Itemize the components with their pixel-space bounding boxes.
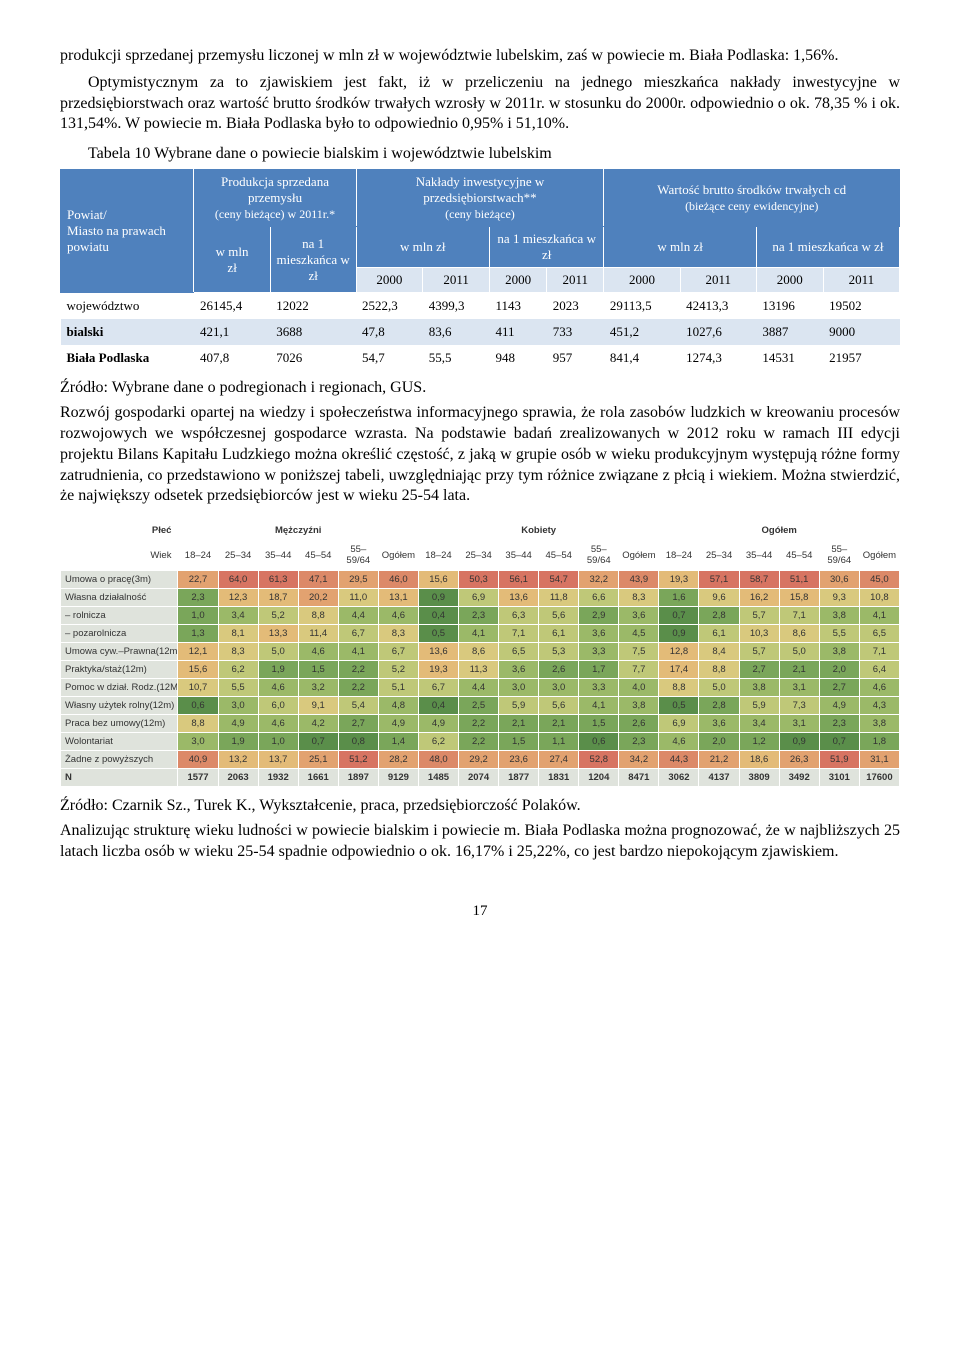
table-2-heatmap: PłećMężczyźniKobietyOgółemWiek18–2425–34… <box>60 521 900 787</box>
table1-source: Źródło: Wybrane dane o podregionach i re… <box>60 379 900 397</box>
paragraph-4: Analizując strukturę wieku ludności w po… <box>60 821 900 863</box>
table1-caption: Tabela 10 Wybrane dane o powiecie bialsk… <box>88 145 900 163</box>
paragraph-2: Optymistycznym za to zjawiskiem jest fak… <box>60 73 900 135</box>
paragraph-3: Rozwój gospodarki opartej na wiedzy i sp… <box>60 403 900 507</box>
table2-source: Źródło: Czarnik Sz., Turek K., Wykształc… <box>60 797 900 815</box>
paragraph-1: produkcji sprzedanej przemysłu liczonej … <box>60 46 900 67</box>
page-number: 17 <box>60 903 900 920</box>
table-1: Powiat/ Miasto na prawach powiatuProdukc… <box>60 169 900 371</box>
